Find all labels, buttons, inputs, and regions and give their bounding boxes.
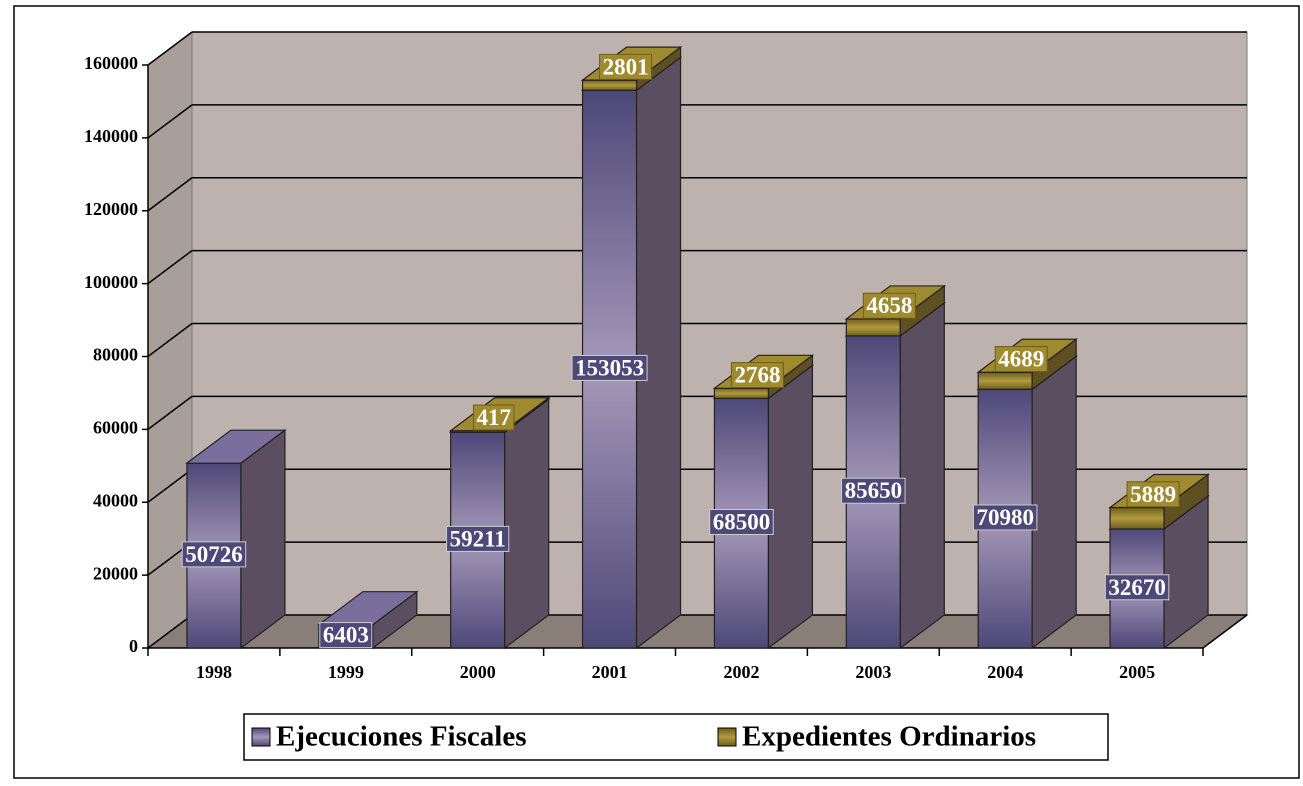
y-tick-label: 120000 bbox=[84, 199, 138, 219]
value-label: 2768 bbox=[734, 363, 780, 388]
value-label: 4658 bbox=[866, 293, 912, 318]
grid-line bbox=[147, 468, 193, 503]
value-label-box bbox=[709, 508, 774, 535]
grid-line bbox=[147, 31, 193, 66]
bar-side bbox=[1031, 355, 1077, 650]
value-label: 50726 bbox=[185, 542, 243, 567]
legend bbox=[243, 713, 1109, 761]
y-tick-label: 140000 bbox=[84, 126, 138, 146]
value-label: 32670 bbox=[1108, 575, 1166, 600]
x-tick-label: 2005 bbox=[1119, 662, 1155, 682]
y-tick-label: 40000 bbox=[93, 490, 138, 510]
value-label-box bbox=[730, 362, 784, 389]
y-tick-label: 60000 bbox=[93, 418, 138, 438]
value-label: 85650 bbox=[845, 478, 903, 503]
bar-side bbox=[767, 364, 814, 650]
legend-label: Ejecuciones Fiscales bbox=[276, 721, 526, 753]
bar-side bbox=[504, 398, 550, 650]
value-label-box bbox=[571, 354, 648, 381]
value-label: 70980 bbox=[976, 505, 1034, 530]
x-tick-label: 2001 bbox=[592, 662, 628, 682]
value-label-box bbox=[862, 292, 916, 319]
y-tick-label: 80000 bbox=[93, 345, 138, 365]
x-tick-label: 2003 bbox=[855, 662, 891, 682]
x-tick-label: 2002 bbox=[723, 662, 759, 682]
legend-swatch bbox=[717, 727, 737, 747]
value-label: 4689 bbox=[998, 347, 1044, 372]
grid-line bbox=[147, 322, 193, 358]
value-label-box bbox=[1126, 481, 1180, 508]
grid-line bbox=[147, 177, 193, 212]
value-label: 68500 bbox=[713, 509, 771, 534]
floor-edge bbox=[1202, 614, 1248, 649]
value-label: 153053 bbox=[575, 355, 644, 380]
grid-line bbox=[147, 395, 193, 430]
legend-swatch bbox=[251, 727, 271, 747]
y-tick-label: 160000 bbox=[84, 53, 138, 73]
x-tick-label: 2000 bbox=[460, 662, 496, 682]
legend-label: Expedientes Ordinarios bbox=[742, 721, 1036, 753]
value-label-box bbox=[446, 525, 510, 552]
grid-line bbox=[147, 250, 193, 285]
value-label: 417 bbox=[476, 405, 511, 430]
bar-side bbox=[240, 428, 286, 650]
bar bbox=[1109, 506, 1165, 530]
value-label: 2801 bbox=[603, 54, 649, 79]
value-label-box bbox=[994, 346, 1048, 373]
bar-side bbox=[635, 56, 682, 650]
bar-top bbox=[185, 429, 287, 464]
value-label: 6403 bbox=[323, 623, 369, 648]
bar bbox=[845, 318, 901, 337]
value-label-box bbox=[319, 622, 373, 649]
value-label-box bbox=[599, 53, 653, 80]
value-label-box bbox=[841, 477, 906, 504]
value-label-box bbox=[972, 504, 1038, 531]
value-label-box bbox=[1104, 574, 1170, 601]
bar-side bbox=[899, 301, 945, 650]
grid-line bbox=[147, 614, 193, 649]
bar bbox=[977, 371, 1033, 390]
bar bbox=[581, 79, 638, 91]
bar bbox=[713, 387, 770, 400]
value-label-box bbox=[181, 541, 247, 568]
value-label-box bbox=[472, 404, 515, 431]
y-tick-label: 20000 bbox=[93, 563, 138, 583]
grid-line bbox=[147, 104, 193, 139]
floor bbox=[146, 614, 1249, 649]
x-tick-label: 1998 bbox=[196, 662, 232, 682]
x-tick-label: 1999 bbox=[328, 662, 364, 682]
value-label: 5889 bbox=[1130, 482, 1176, 507]
y-tick-label: 0 bbox=[129, 636, 138, 656]
value-label: 59211 bbox=[450, 526, 506, 551]
y-tick-label: 100000 bbox=[84, 272, 138, 292]
x-tick-label: 2004 bbox=[987, 662, 1023, 682]
